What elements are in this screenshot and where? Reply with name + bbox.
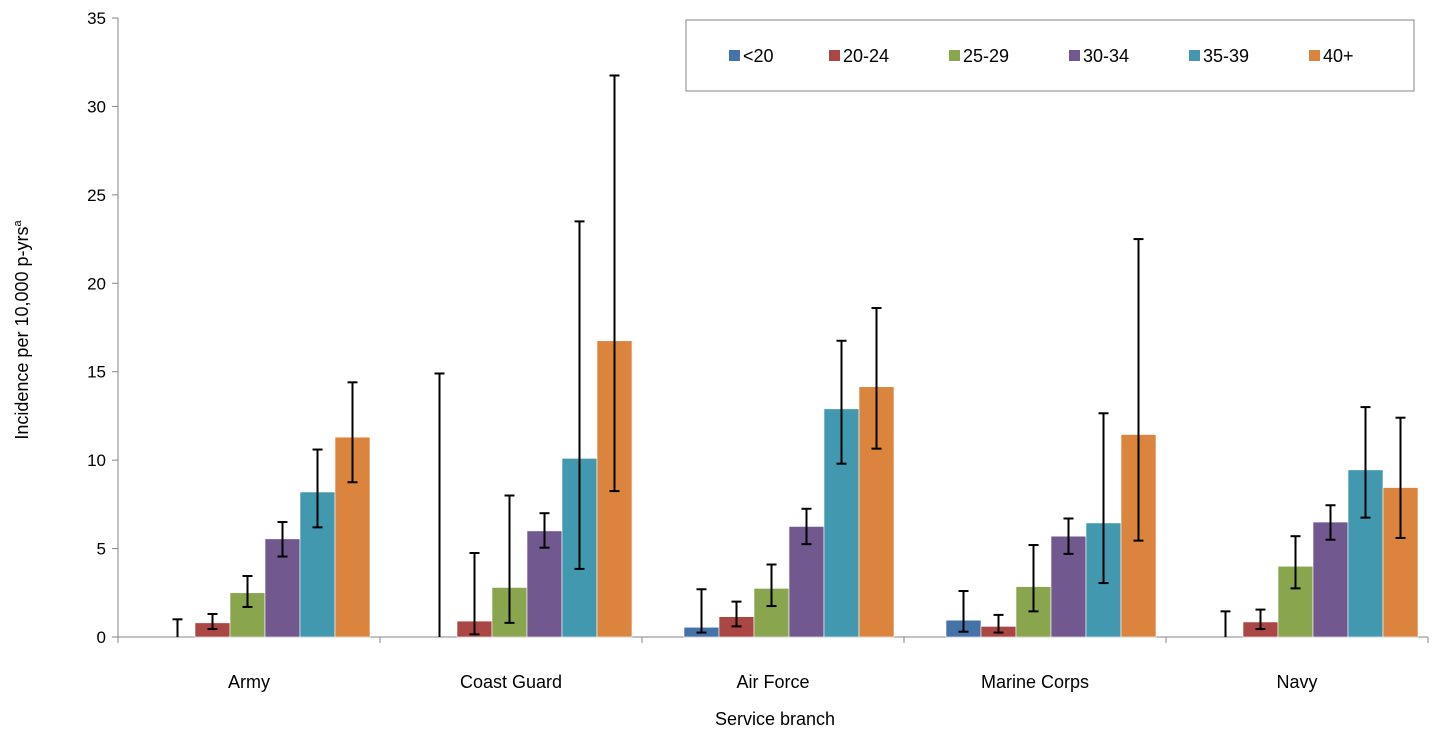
legend-swatch (1069, 50, 1080, 61)
legend-label: <20 (743, 46, 774, 66)
legend: <20 20-24 25-29 30-34 35-39 40+ (685, 19, 1415, 92)
x-category-label: Marine Corps (981, 672, 1089, 692)
x-category-label: Coast Guard (460, 672, 562, 692)
legend-label: 25-29 (963, 46, 1009, 66)
legend-box (685, 19, 1415, 92)
y-tick-label: 25 (87, 186, 106, 205)
x-category-label: Army (228, 672, 270, 692)
legend-swatch (829, 50, 840, 61)
y-axis-title-text: Incidence per 10,000 p-yrs (12, 226, 32, 439)
y-axis-title: Incidence per 10,000 p-yrsa (12, 219, 32, 439)
legend-swatch (1189, 50, 1200, 61)
plot-area: 0 5 10 15 20 25 30 35 Army Coast Guard Air Force Ma… (87, 9, 1429, 692)
y-tick-label: 35 (87, 9, 106, 28)
legend-label: 35-39 (1203, 46, 1249, 66)
y-axis-title-superscript: a (12, 219, 24, 226)
x-category-label: Navy (1276, 672, 1317, 692)
legend-label: 40+ (1323, 46, 1354, 66)
x-category-label: Air Force (736, 672, 809, 692)
y-tick-label: 20 (87, 274, 106, 293)
y-tick-label: 30 (87, 97, 106, 116)
legend-swatch (1309, 50, 1320, 61)
legend-label: 30-34 (1083, 46, 1129, 66)
y-tick-label: 5 (97, 540, 106, 559)
bar (1312, 521, 1349, 638)
legend-swatch (949, 50, 960, 61)
legend-swatch (729, 50, 740, 61)
y-tick-label: 0 (97, 628, 106, 647)
x-axis-title: Service branch (715, 709, 835, 729)
y-tick-label: 10 (87, 451, 106, 470)
y-tick-label: 15 (87, 363, 106, 382)
legend-label: 20-24 (843, 46, 889, 66)
